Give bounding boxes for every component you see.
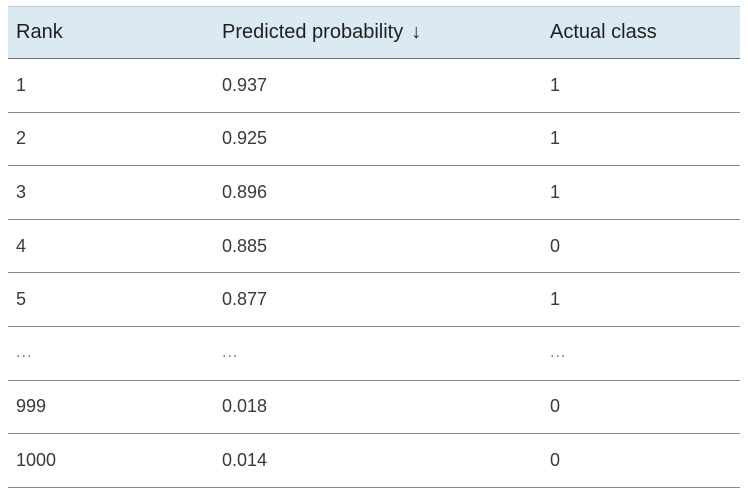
table-row: 2 0.925 1 xyxy=(8,112,740,167)
cell-rank: 2 xyxy=(8,112,214,167)
cell-actual-class: 0 xyxy=(542,433,740,488)
cell-probability: ... xyxy=(214,326,542,381)
cell-probability: 0.937 xyxy=(214,58,542,113)
header-rank: Rank xyxy=(8,6,214,59)
cell-probability: 0.018 xyxy=(214,380,542,435)
ranking-table-container: Rank Predicted probability ↓ Actual class… xyxy=(8,6,740,488)
cell-rank: 4 xyxy=(8,219,214,274)
cell-actual-class: 1 xyxy=(542,165,740,220)
cell-rank: 3 xyxy=(8,165,214,220)
table-row: 1 0.937 1 xyxy=(8,58,740,113)
cell-rank: 1000 xyxy=(8,433,214,488)
cell-actual-class: ... xyxy=(542,326,740,381)
table-row: 3 0.896 1 xyxy=(8,165,740,220)
table-header: Rank Predicted probability ↓ Actual class xyxy=(8,6,740,59)
table-row-ellipsis: ... ... ... xyxy=(8,326,740,381)
cell-actual-class: 1 xyxy=(542,272,740,327)
table-row: 1000 0.014 0 xyxy=(8,433,740,488)
ranking-table: Rank Predicted probability ↓ Actual class… xyxy=(8,6,740,488)
cell-rank: 5 xyxy=(8,272,214,327)
cell-rank: 1 xyxy=(8,58,214,113)
header-predicted-probability[interactable]: Predicted probability ↓ xyxy=(214,6,542,59)
header-actual-class: Actual class xyxy=(542,6,740,59)
cell-actual-class: 1 xyxy=(542,58,740,113)
header-row: Rank Predicted probability ↓ Actual class xyxy=(8,6,740,59)
cell-actual-class: 0 xyxy=(542,380,740,435)
sort-descending-icon[interactable]: ↓ xyxy=(411,21,422,43)
cell-rank: ... xyxy=(8,326,214,381)
cell-probability: 0.885 xyxy=(214,219,542,274)
cell-actual-class: 0 xyxy=(542,219,740,274)
cell-probability: 0.014 xyxy=(214,433,542,488)
header-predicted-probability-label: Predicted probability xyxy=(222,21,404,43)
cell-probability: 0.896 xyxy=(214,165,542,220)
cell-probability: 0.925 xyxy=(214,112,542,167)
table-row: 4 0.885 0 xyxy=(8,219,740,274)
cell-probability: 0.877 xyxy=(214,272,542,327)
cell-rank: 999 xyxy=(8,380,214,435)
cell-actual-class: 1 xyxy=(542,112,740,167)
table-row: 5 0.877 1 xyxy=(8,272,740,327)
table-body: 1 0.937 1 2 0.925 1 3 0.896 1 4 0.885 0 … xyxy=(8,58,740,488)
table-row: 999 0.018 0 xyxy=(8,380,740,435)
